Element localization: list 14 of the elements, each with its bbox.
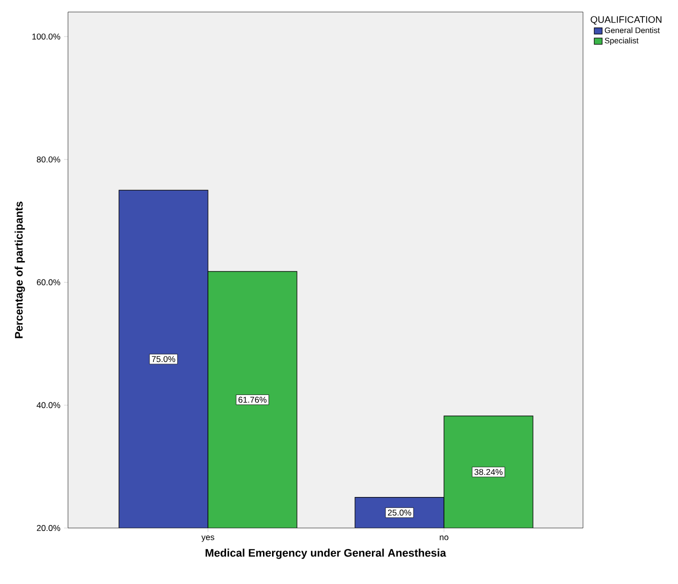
data-label: 75.0%	[152, 356, 176, 362]
y-tick-label: 40.0%	[36, 402, 60, 408]
data-label: 38.24%	[474, 468, 503, 475]
legend-title: QUALIFICATION	[590, 16, 662, 25]
y-tick-label: 100.0%	[32, 34, 60, 40]
y-axis-title: Percentage of participants	[14, 202, 25, 338]
data-label: 25.0%	[388, 510, 412, 516]
data-label: 61.76%	[238, 396, 267, 403]
x-tick-label: yes	[201, 536, 214, 542]
x-tick-label: no	[440, 536, 448, 540]
x-axis-title: Medical Emergency under General Anesthesia	[206, 548, 446, 559]
y-tick-label: 60.0%	[36, 279, 60, 286]
y-tick-label: 20.0%	[36, 525, 60, 531]
y-tick-label: 80.0%	[36, 156, 60, 162]
